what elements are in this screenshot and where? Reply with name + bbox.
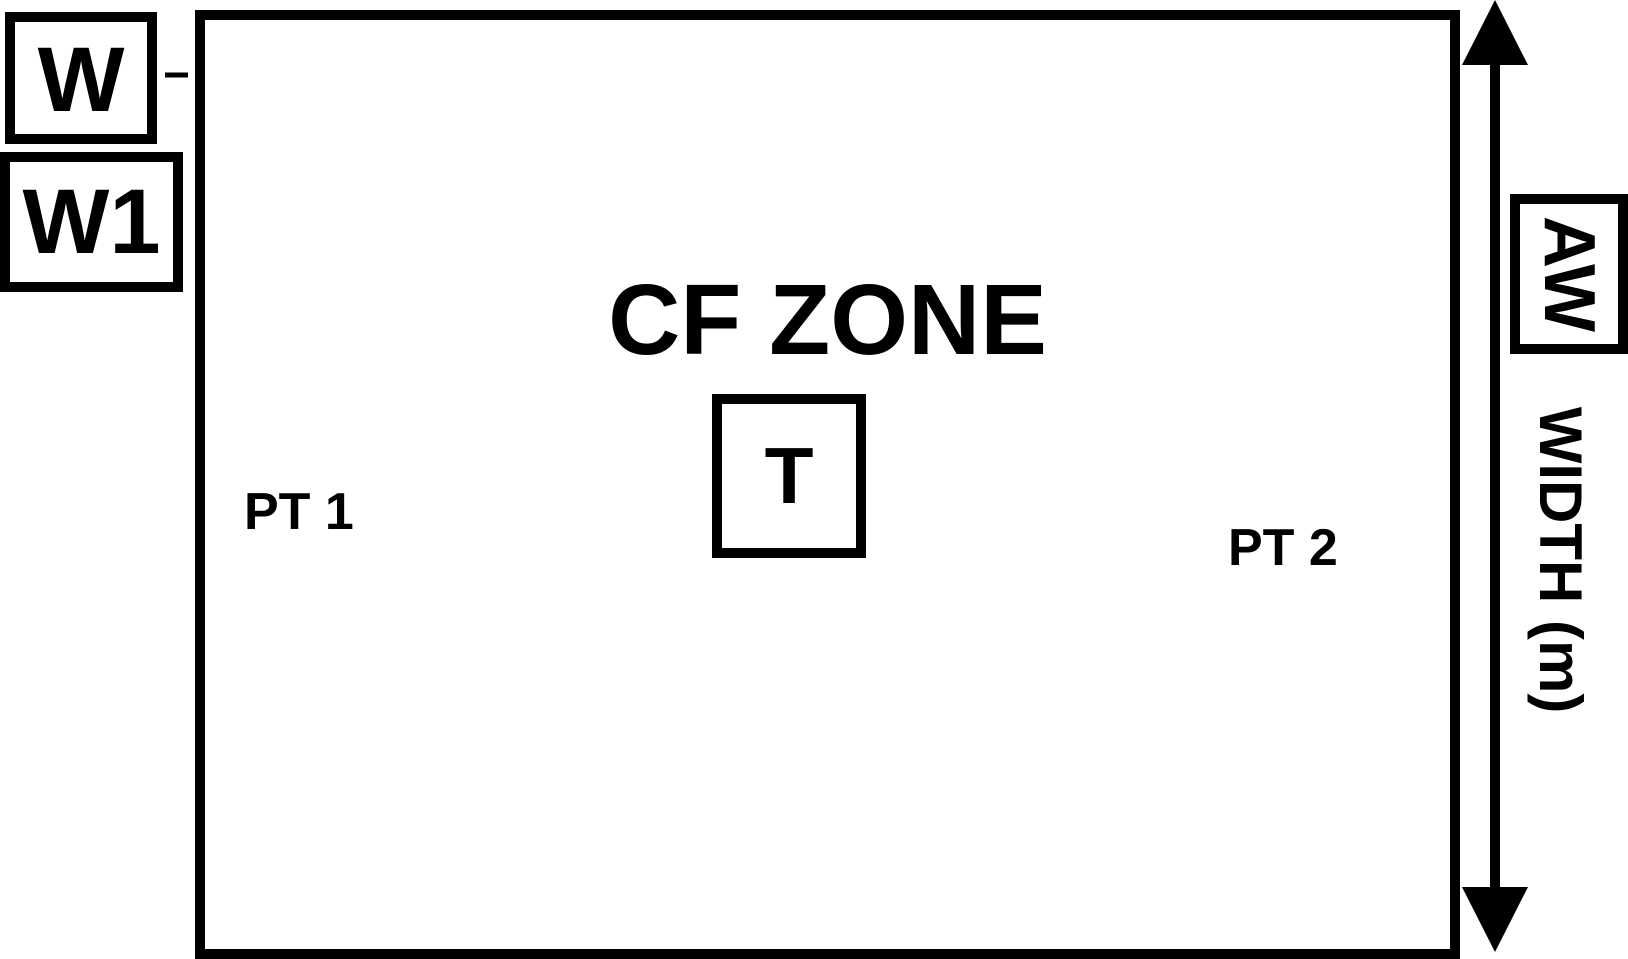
aw-marker-box xyxy=(1510,194,1628,354)
well-w-box xyxy=(5,12,157,144)
well-w1-label: W1 xyxy=(22,171,161,273)
width-axis-label: WIDTH (m) xyxy=(1527,406,1594,714)
width-arrow-bottom-icon xyxy=(1462,887,1528,952)
point1-label: PT 1 xyxy=(244,483,354,541)
width-arrow-top-icon xyxy=(1462,0,1528,65)
well-w1-box xyxy=(0,152,183,292)
zone-title: CF ZONE xyxy=(608,264,1047,376)
aw-marker-label-wrap: AW xyxy=(1510,194,1628,354)
center-marker-label: T xyxy=(764,431,814,520)
point2-label: PT 2 xyxy=(1228,519,1338,577)
aw-marker-label: AW xyxy=(1528,216,1609,332)
center-marker-box xyxy=(712,394,866,558)
well-w-label: W xyxy=(37,29,125,131)
